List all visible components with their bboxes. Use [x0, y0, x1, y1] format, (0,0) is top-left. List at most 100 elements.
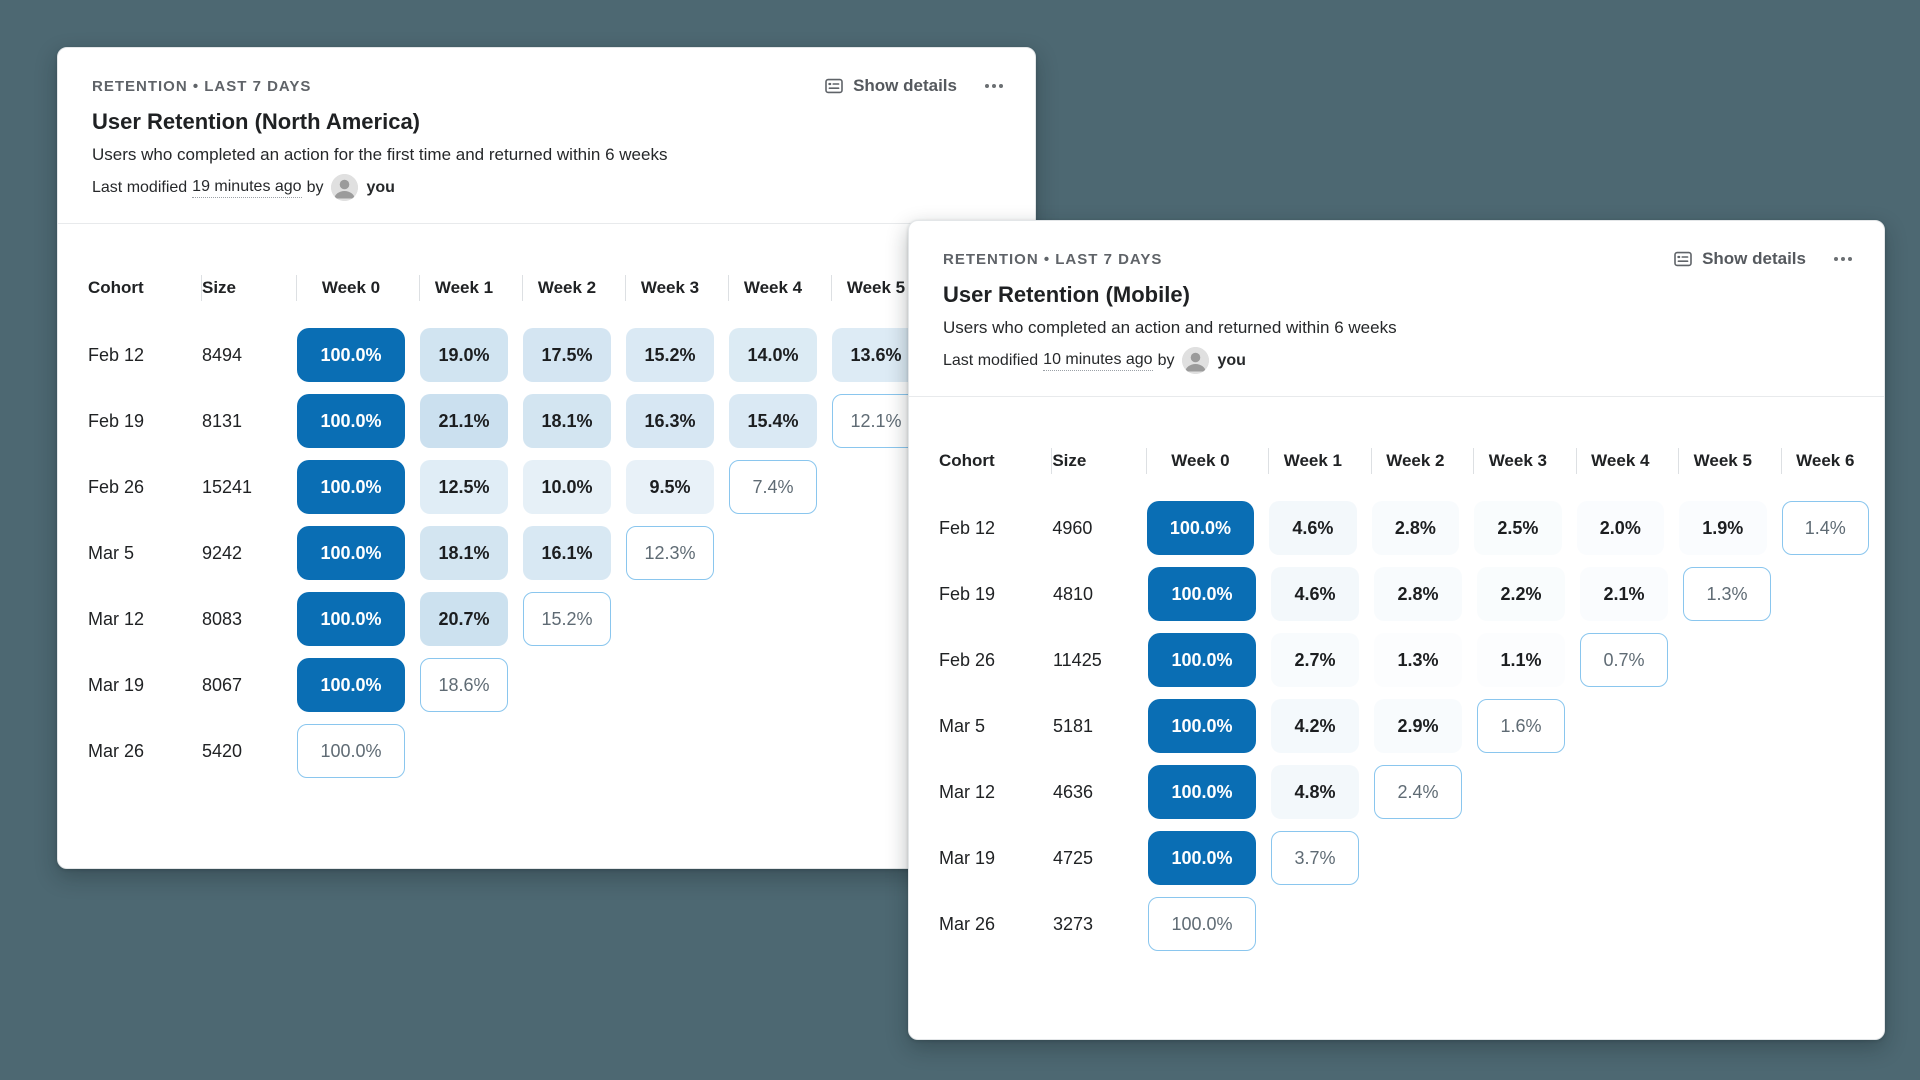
retention-cell[interactable]: 100.0%	[297, 394, 405, 448]
retention-cell[interactable]: 100.0%	[1148, 765, 1256, 819]
cohort-label: Mar 26	[88, 741, 145, 761]
retention-cell[interactable]: 17.5%	[523, 328, 611, 382]
column-header-cohort: Cohort	[88, 278, 144, 297]
last-modified-by: by	[306, 178, 324, 196]
cohort-label: Feb 26	[939, 650, 996, 670]
retention-cell[interactable]: 2.0%	[1599, 517, 1641, 538]
cohort-label: Mar 5	[88, 543, 135, 563]
cohort-size: 11425	[1053, 650, 1102, 670]
cohort-row-mar-19: Mar 19 4725 100.0% 3.7%	[939, 831, 1884, 885]
retention-cell[interactable]: 15.4%	[729, 394, 817, 448]
cohort-size: 8494	[202, 345, 243, 365]
cohort-row-mar-26: Mar 26 5420 100.0%	[88, 724, 1035, 778]
cohort-size: 5181	[1053, 716, 1094, 736]
last-modified-row: Last modified 19 minutes ago by you	[92, 174, 1001, 201]
retention-cell[interactable]: 100.0%	[1148, 897, 1256, 951]
column-header-week-3: Week 3	[625, 274, 729, 302]
retention-cell[interactable]: 7.4%	[729, 460, 817, 514]
show-details-button[interactable]: Show details	[824, 76, 957, 96]
retention-cell[interactable]: 1.1%	[1500, 649, 1542, 670]
more-options-button[interactable]	[983, 80, 1005, 92]
retention-cell[interactable]: 1.3%	[1397, 649, 1439, 670]
card-description: Users who completed an action and return…	[943, 318, 1397, 337]
cohort-label: Feb 19	[939, 584, 996, 604]
more-options-button[interactable]	[1832, 253, 1854, 265]
card-title: User Retention (North America)	[92, 109, 421, 134]
retention-cell[interactable]: 12.5%	[420, 460, 508, 514]
retention-cell[interactable]: 100.0%	[1148, 567, 1256, 621]
retention-cell[interactable]: 2.8%	[1372, 501, 1459, 555]
column-header-week-1: Week 1	[419, 274, 523, 302]
retention-cell[interactable]: 19.0%	[420, 328, 508, 382]
retention-cell[interactable]: 15.2%	[626, 328, 714, 382]
last-modified-time[interactable]: 19 minutes ago	[192, 178, 302, 198]
retention-cell[interactable]: 13.6%	[832, 328, 920, 382]
retention-cell[interactable]: 2.1%	[1603, 583, 1645, 604]
retention-cell[interactable]: 2.8%	[1374, 567, 1462, 621]
last-modified-row: Last modified 10 minutes ago by you	[943, 347, 1850, 374]
table-header-row: Cohort Size Week 0 Week 1 Week 2 Week 3 Week 4…	[939, 447, 1884, 475]
cohort-label: Mar 19	[939, 848, 996, 868]
show-details-button[interactable]: Show details	[1673, 249, 1806, 269]
details-card-icon	[1673, 249, 1693, 269]
cohort-row-feb-12: Feb 12 8494 100.0% 19.0% 17.5% 15.2% 14.0% 13.6…	[88, 328, 1035, 382]
retention-cell[interactable]: 18.1%	[420, 526, 508, 580]
retention-cell[interactable]: 2.7%	[1271, 633, 1359, 687]
retention-cell[interactable]: 12.1%	[832, 394, 920, 448]
retention-cell[interactable]: 2.5%	[1474, 501, 1561, 555]
retention-table: Cohort Size Week 0 Week 1 Week 2 Week 3 Week 4…	[939, 447, 1884, 951]
cohort-label: Mar 19	[88, 675, 145, 695]
retention-cell[interactable]: 21.1%	[420, 394, 508, 448]
retention-cell[interactable]: 4.6%	[1271, 567, 1359, 621]
last-modified-by: by	[1157, 351, 1175, 369]
retention-cell[interactable]: 2.2%	[1477, 567, 1565, 621]
cohort-size: 4636	[1053, 782, 1094, 802]
retention-cell[interactable]: 100.0%	[1146, 501, 1255, 555]
retention-cell[interactable]: 4.2%	[1271, 699, 1359, 753]
retention-cell[interactable]: 100.0%	[297, 328, 405, 382]
retention-cell[interactable]: 100.0%	[297, 592, 405, 646]
cohort-size: 5420	[202, 741, 243, 761]
retention-cell[interactable]: 9.5%	[626, 460, 714, 514]
retention-cell[interactable]: 0.7%	[1580, 633, 1668, 687]
column-header-size: Size	[201, 274, 297, 302]
column-header-week-1: Week 1	[1268, 447, 1371, 475]
retention-cell[interactable]: 100.0%	[297, 526, 405, 580]
retention-cell[interactable]: 100.0%	[1148, 699, 1256, 753]
retention-cell[interactable]: 100.0%	[297, 460, 405, 514]
retention-cell[interactable]: 16.3%	[626, 394, 714, 448]
column-header-week-3: Week 3	[1473, 447, 1576, 475]
retention-cell[interactable]: 1.9%	[1702, 517, 1744, 538]
retention-cell[interactable]: 2.9%	[1374, 699, 1462, 753]
last-modified-time[interactable]: 10 minutes ago	[1043, 351, 1153, 371]
cohort-row-mar-5: Mar 5 5181 100.0% 4.2% 2.9% 1.6%	[939, 699, 1884, 753]
retention-cell[interactable]: 3.7%	[1271, 831, 1359, 885]
retention-cell[interactable]: 4.8%	[1271, 765, 1359, 819]
retention-cell[interactable]: 18.1%	[523, 394, 611, 448]
details-card-icon	[824, 76, 844, 96]
cohort-size: 4810	[1053, 584, 1094, 604]
card-eyebrow: RETENTION • LAST 7 DAYS	[92, 77, 312, 95]
retention-cell[interactable]: 15.2%	[523, 592, 611, 646]
retention-cell[interactable]: 1.4%	[1781, 501, 1870, 555]
cohort-size: 8083	[202, 609, 243, 629]
retention-cell[interactable]: 12.3%	[626, 526, 714, 580]
retention-cell[interactable]: 100.0%	[1148, 633, 1256, 687]
retention-cell[interactable]: 100.0%	[297, 724, 405, 778]
retention-table: Cohort Size Week 0 Week 1 Week 2 Week 3 Week 4…	[88, 274, 1035, 778]
retention-cell[interactable]: 2.4%	[1374, 765, 1462, 819]
retention-cell[interactable]: 4.6%	[1269, 501, 1357, 555]
cohort-row-mar-12: Mar 12 8083 100.0% 20.7% 15.2%	[88, 592, 1035, 646]
cohort-row-feb-26: Feb 26 11425 100.0% 2.7% 1.3% 1.1% 0.7%	[939, 633, 1884, 687]
retention-cell[interactable]: 100.0%	[1148, 831, 1256, 885]
retention-cell[interactable]: 16.1%	[523, 526, 611, 580]
retention-cell[interactable]: 10.0%	[523, 460, 611, 514]
retention-cell[interactable]: 20.7%	[420, 592, 508, 646]
column-header-week-5: Week 5	[831, 274, 935, 302]
retention-cell[interactable]: 14.0%	[729, 328, 817, 382]
cohort-size: 3273	[1053, 914, 1094, 934]
retention-cell[interactable]: 1.3%	[1683, 567, 1771, 621]
retention-cell[interactable]: 1.6%	[1477, 699, 1565, 753]
retention-cell[interactable]: 100.0%	[297, 658, 405, 712]
retention-cell[interactable]: 18.6%	[420, 658, 508, 712]
